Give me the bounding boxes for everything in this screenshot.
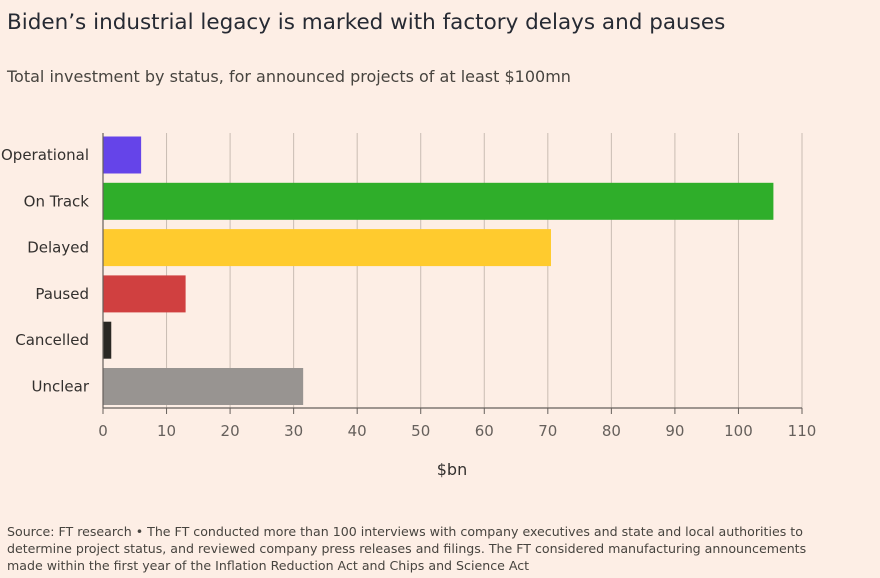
bar-on-track bbox=[103, 182, 774, 220]
x-tick-label-30: 30 bbox=[284, 422, 303, 440]
x-tick-label-0: 0 bbox=[98, 422, 108, 440]
bar-paused bbox=[103, 275, 186, 313]
category-label-operational: Operational bbox=[1, 146, 89, 164]
x-tick-label-50: 50 bbox=[411, 422, 430, 440]
x-tick-label-90: 90 bbox=[665, 422, 684, 440]
gridlines bbox=[166, 133, 803, 408]
bar-delayed bbox=[103, 229, 551, 267]
category-label-paused: Paused bbox=[35, 285, 89, 303]
chart-subtitle: Total investment by status, for announce… bbox=[7, 67, 571, 86]
source-note: Source: FT research • The FT conducted m… bbox=[7, 523, 867, 574]
category-label-unclear: Unclear bbox=[32, 378, 90, 396]
x-tick-label-40: 40 bbox=[348, 422, 367, 440]
bars bbox=[103, 136, 774, 405]
bar-chart: 0 10 20 30 40 50 60 70 80 90 100 110 Operational On … bbox=[1, 133, 816, 479]
x-tick-label-60: 60 bbox=[475, 422, 494, 440]
x-tick-label-10: 10 bbox=[157, 422, 176, 440]
x-axis-label: $bn bbox=[437, 460, 467, 479]
bar-unclear bbox=[103, 368, 304, 405]
x-tick-label-20: 20 bbox=[221, 422, 240, 440]
x-tick-label-110: 110 bbox=[788, 422, 817, 440]
x-tick-label-70: 70 bbox=[538, 422, 557, 440]
category-label-cancelled: Cancelled bbox=[15, 331, 89, 349]
category-label-on-track: On Track bbox=[24, 192, 90, 210]
x-tick-label-100: 100 bbox=[724, 422, 753, 440]
chart-title: Biden’s industrial legacy is marked with… bbox=[7, 10, 726, 35]
x-axis: 0 10 20 30 40 50 60 70 80 90 100 110 bbox=[98, 133, 816, 440]
bar-cancelled bbox=[103, 321, 112, 359]
category-label-delayed: Delayed bbox=[27, 239, 89, 257]
source-line-1: Source: FT research • The FT conducted m… bbox=[7, 524, 803, 539]
category-labels: Operational On Track Delayed Paused Cancelle… bbox=[1, 146, 90, 396]
source-line-2: determine project status, and reviewed c… bbox=[7, 541, 807, 556]
source-line-3: made within the first year of the Inflat… bbox=[7, 558, 530, 573]
x-tick-label-80: 80 bbox=[602, 422, 621, 440]
bar-operational bbox=[103, 136, 142, 174]
